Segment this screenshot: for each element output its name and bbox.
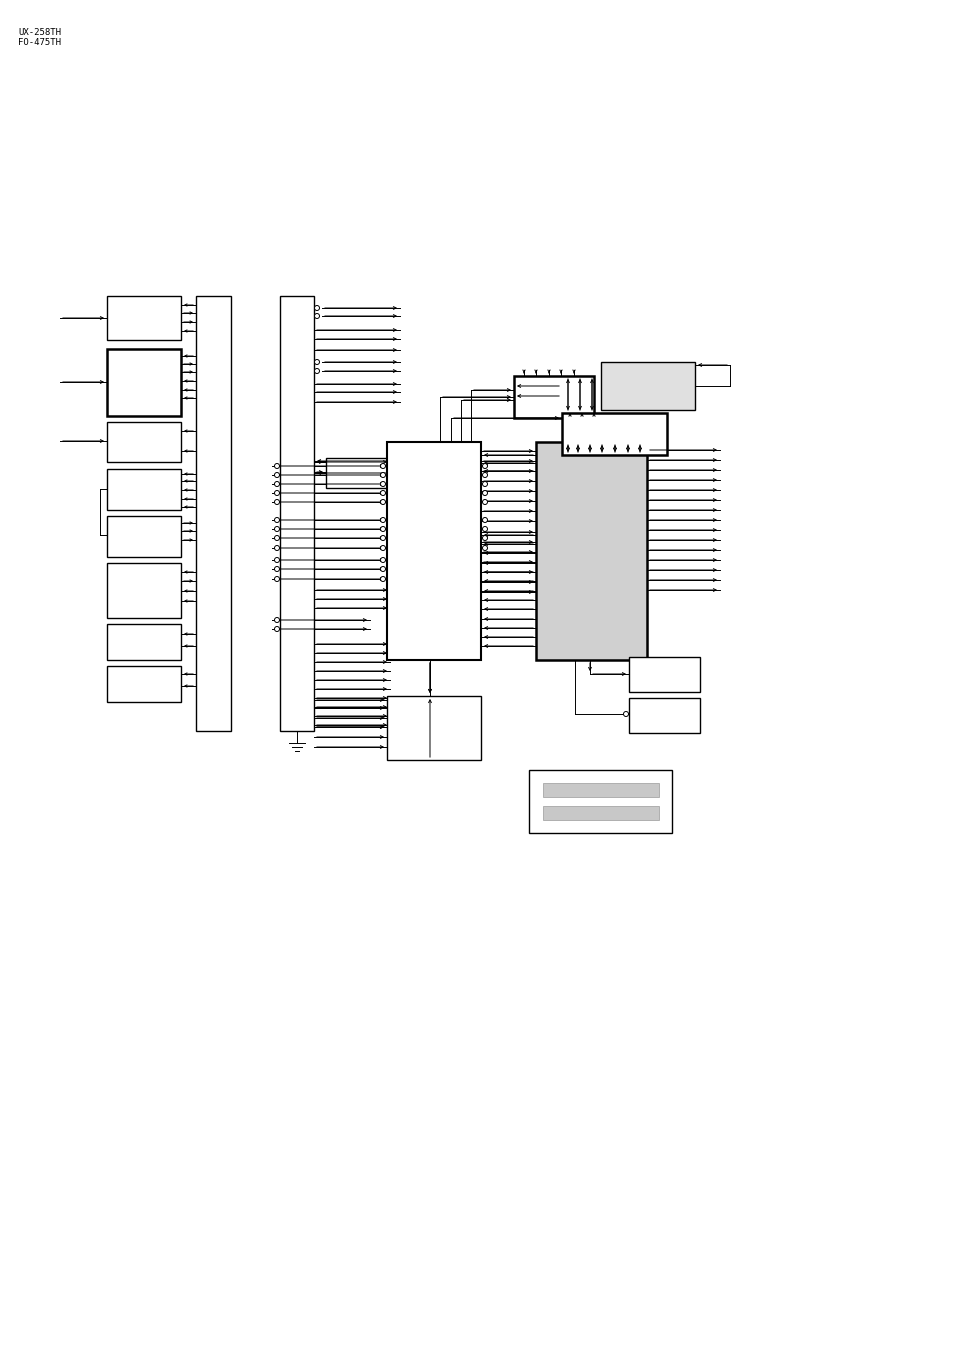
Circle shape [380, 481, 385, 486]
Circle shape [314, 305, 319, 311]
Circle shape [482, 527, 487, 531]
Circle shape [274, 527, 279, 531]
Bar [107, 666, 181, 703]
Circle shape [274, 566, 279, 571]
Circle shape [314, 359, 319, 365]
Circle shape [380, 566, 385, 571]
Circle shape [482, 481, 487, 486]
Circle shape [274, 517, 279, 523]
Circle shape [380, 558, 385, 562]
Bar [628, 698, 700, 734]
Circle shape [380, 527, 385, 531]
Bar [107, 516, 181, 557]
Bar [107, 624, 181, 661]
Circle shape [380, 500, 385, 504]
Bar [536, 442, 646, 661]
Circle shape [380, 535, 385, 540]
Circle shape [482, 490, 487, 496]
Circle shape [274, 490, 279, 496]
Bar [387, 696, 480, 761]
Circle shape [274, 558, 279, 562]
Circle shape [482, 500, 487, 504]
Circle shape [274, 535, 279, 540]
Circle shape [380, 577, 385, 581]
Bar [387, 442, 480, 661]
Bar [107, 296, 181, 340]
Bar [600, 362, 695, 409]
Circle shape [482, 473, 487, 477]
Circle shape [482, 546, 487, 550]
Bar [542, 807, 659, 820]
Bar [514, 376, 594, 417]
Bar [107, 469, 181, 509]
Circle shape [274, 463, 279, 469]
Text: UX-258TH
FO-475TH: UX-258TH FO-475TH [18, 28, 61, 47]
Circle shape [314, 369, 319, 373]
Circle shape [482, 463, 487, 469]
Bar [107, 349, 181, 416]
Circle shape [482, 517, 487, 523]
Circle shape [314, 313, 319, 319]
Bar [529, 770, 671, 834]
Bar [542, 784, 659, 797]
Circle shape [482, 535, 487, 540]
Bar [195, 296, 231, 731]
Circle shape [623, 712, 628, 716]
Bar [628, 657, 700, 692]
Circle shape [274, 627, 279, 631]
Bar [280, 296, 314, 731]
Bar [326, 458, 390, 488]
Circle shape [274, 617, 279, 623]
Circle shape [274, 500, 279, 504]
Circle shape [380, 490, 385, 496]
Bar [561, 413, 666, 455]
Bar [107, 563, 181, 617]
Circle shape [274, 473, 279, 477]
Circle shape [380, 473, 385, 477]
Circle shape [274, 546, 279, 550]
Circle shape [380, 463, 385, 469]
Circle shape [380, 546, 385, 550]
Circle shape [274, 577, 279, 581]
Bar [107, 422, 181, 462]
Circle shape [380, 517, 385, 523]
Circle shape [274, 481, 279, 486]
